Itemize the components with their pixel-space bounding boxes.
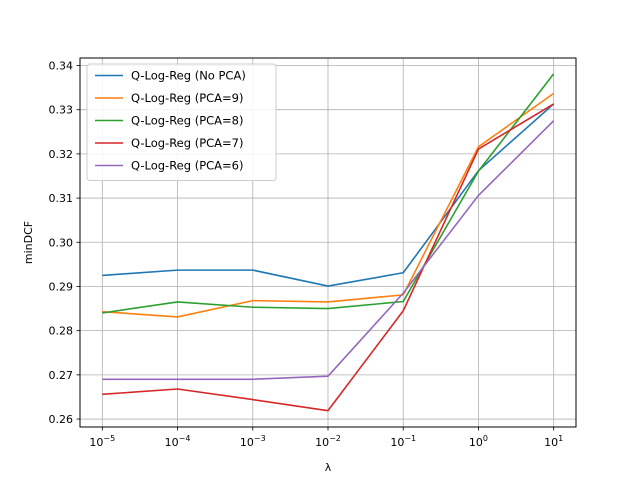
y-axis-label: minDCF [22,221,35,264]
legend-label: Q-Log-Reg (PCA=7) [131,136,243,150]
legend-label: Q-Log-Reg (PCA=6) [131,159,243,173]
series-line [102,103,555,412]
y-tick-label: 0.33 [49,104,74,117]
y-tick-label: 0.26 [49,413,74,426]
x-axis-label: λ [325,461,332,474]
y-tick-label: 0.31 [49,192,74,205]
series-lines [102,73,555,412]
x-tick-label: 10−1 [390,434,416,449]
legend-label: Q-Log-Reg (PCA=9) [131,91,243,105]
y-tick-label: 0.29 [49,280,74,293]
legend-label: Q-Log-Reg (No PCA) [131,69,246,83]
y-tick-label: 0.27 [49,369,74,382]
x-tick-label: 101 [544,434,563,449]
legend-label: Q-Log-Reg (PCA=8) [131,114,243,128]
series-line [102,120,555,381]
x-tick-label: 10−4 [165,434,191,449]
x-tick-label: 10−2 [315,434,341,449]
y-tick-label: 0.30 [49,236,74,249]
x-tick-label: 10−3 [240,434,266,449]
axis-ticks: 10−5 10−4 10−3 10−2 10−1 100 101 0.26 0.27 0.28 0.… [49,60,564,449]
y-tick-label: 0.34 [49,60,74,73]
y-tick-label: 0.28 [49,325,74,338]
y-tick-label: 0.32 [49,148,74,161]
x-tick-label: 100 [469,434,488,449]
legend-box [86,63,277,181]
series-line [102,92,555,318]
series-line [102,73,555,314]
legend: Q-Log-Reg (No PCA) Q-Log-Reg (PCA=9) Q-Log… [86,63,277,181]
x-tick-label: 10−5 [89,434,115,449]
